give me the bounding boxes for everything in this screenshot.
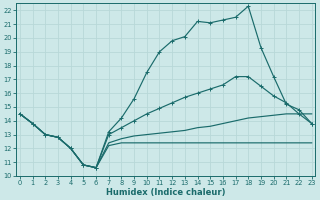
X-axis label: Humidex (Indice chaleur): Humidex (Indice chaleur) bbox=[106, 188, 226, 197]
